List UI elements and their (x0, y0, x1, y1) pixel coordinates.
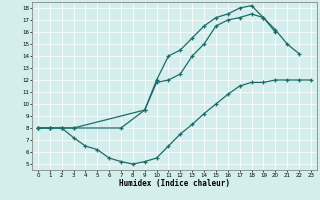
X-axis label: Humidex (Indice chaleur): Humidex (Indice chaleur) (119, 179, 230, 188)
